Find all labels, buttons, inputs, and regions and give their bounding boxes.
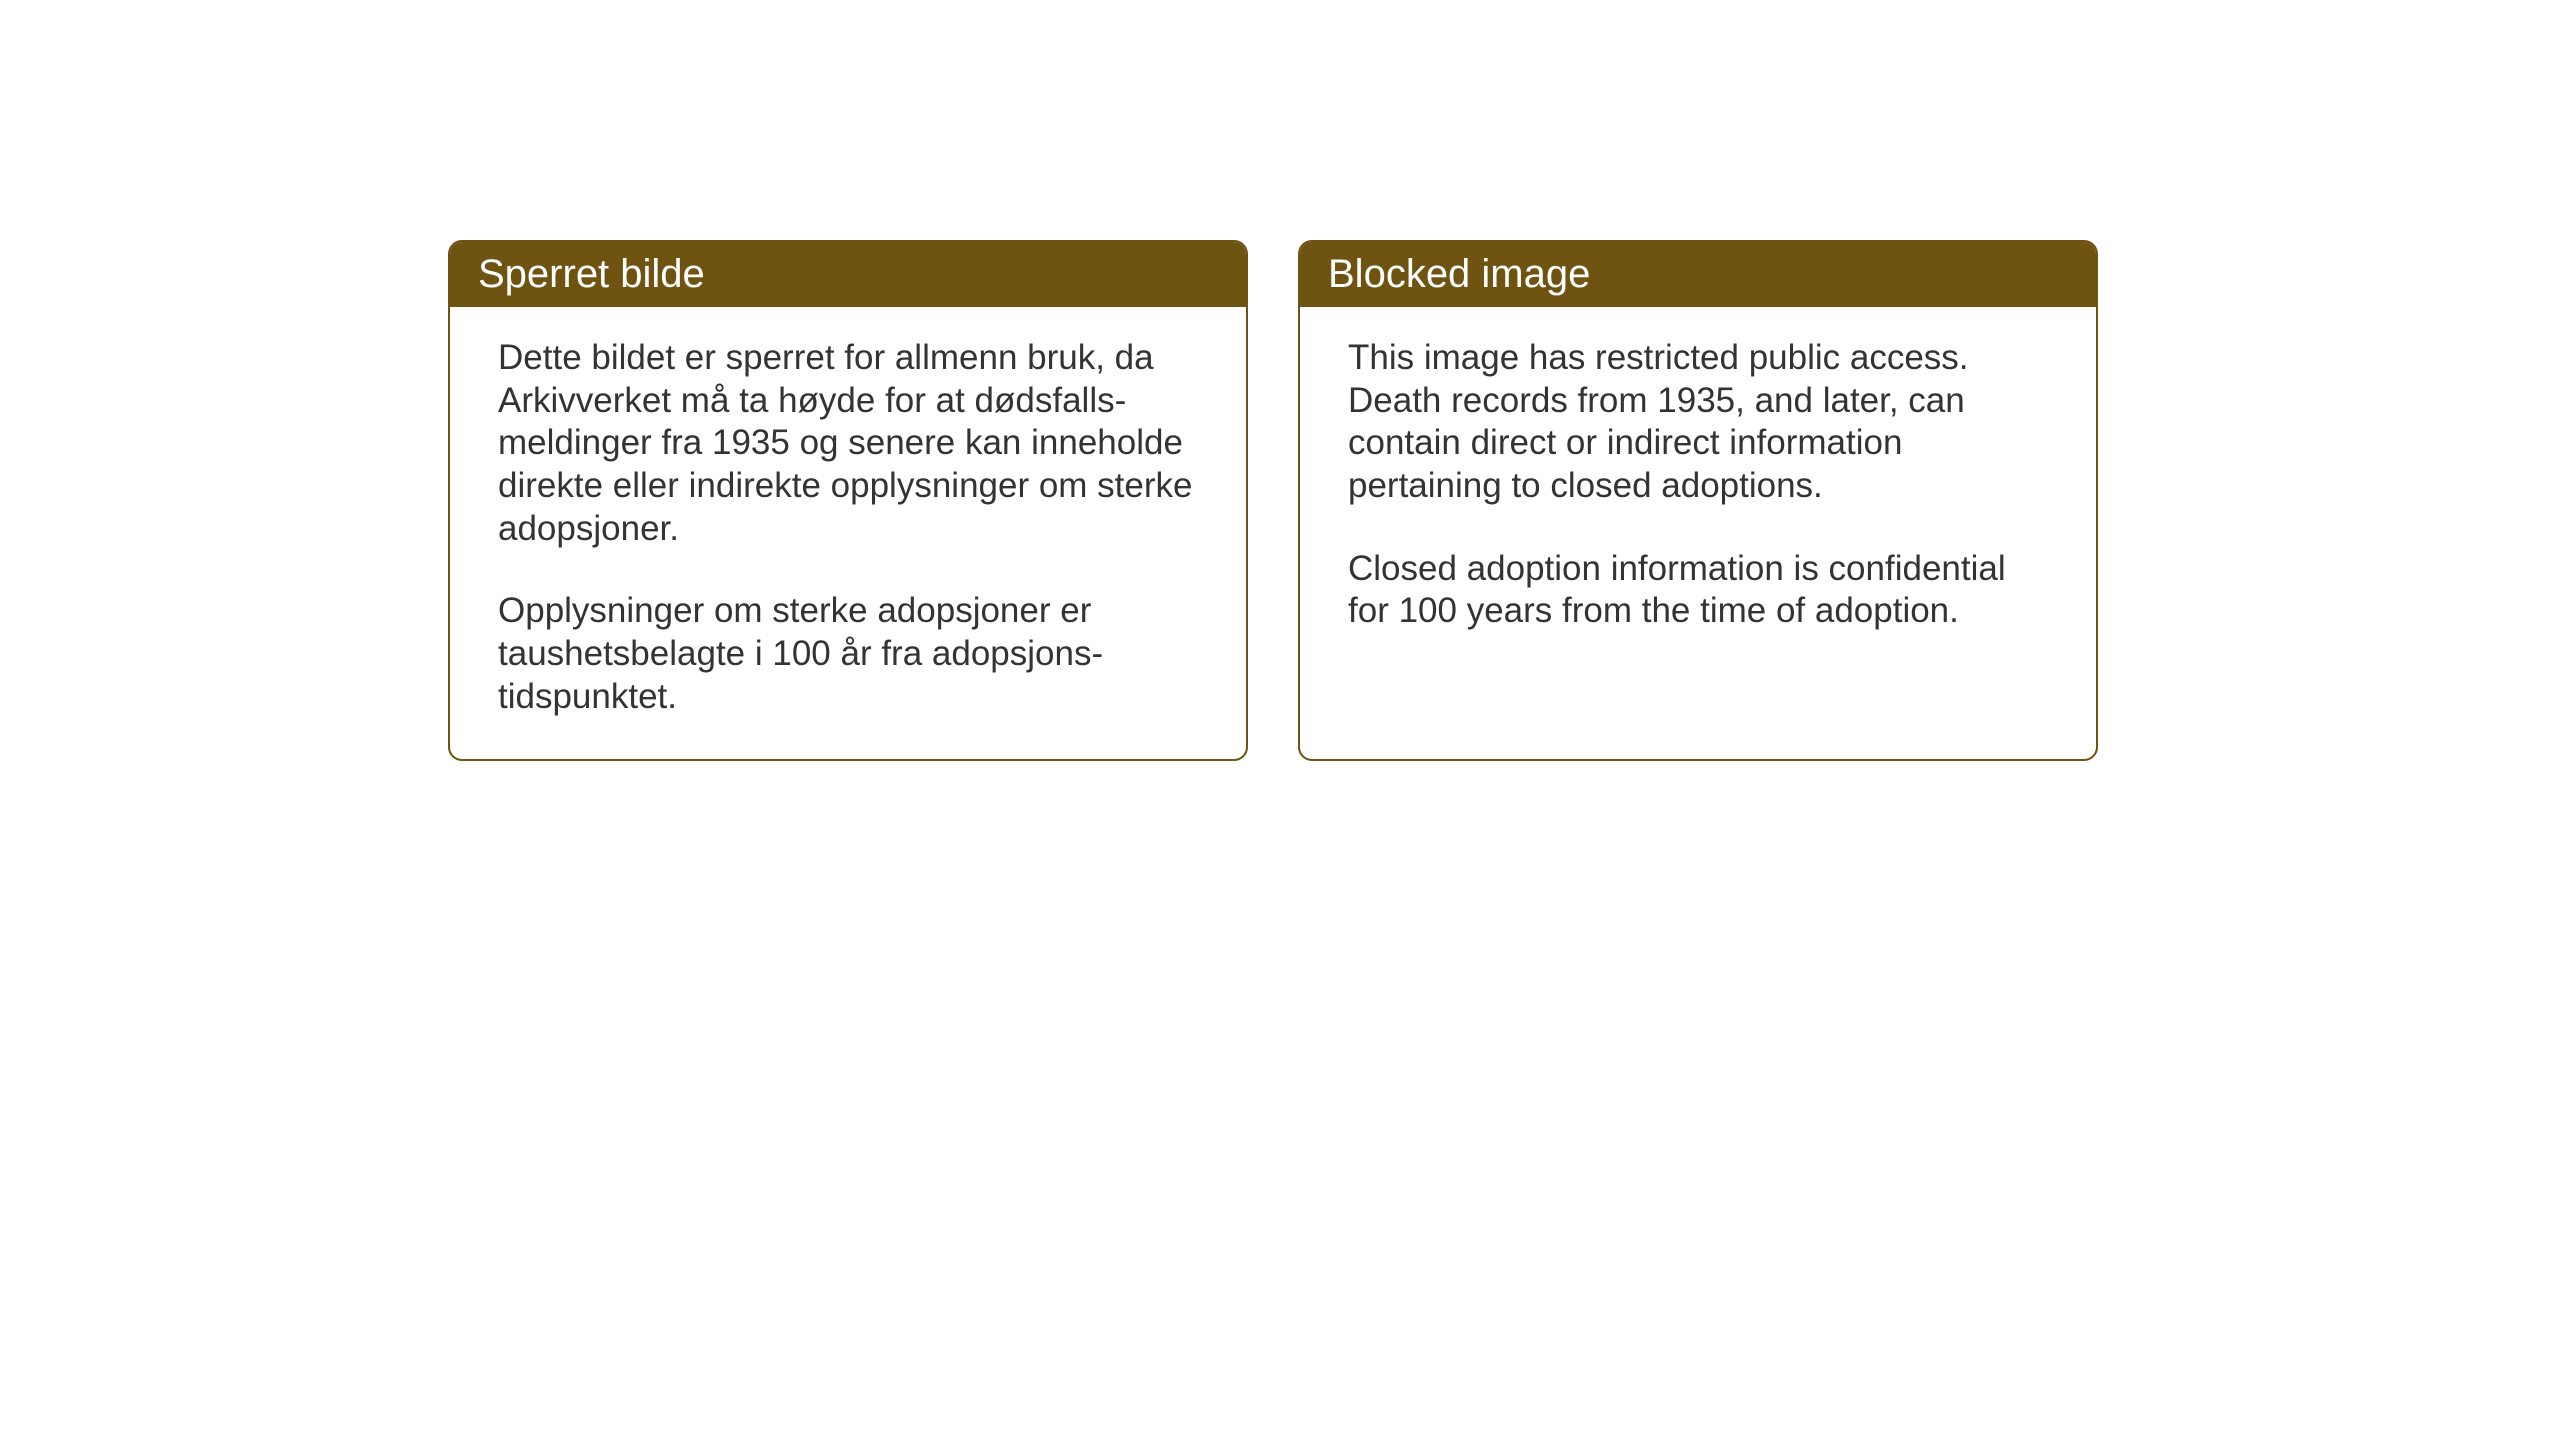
card-paragraph: This image has restricted public access.…	[1348, 337, 2048, 508]
card-title: Sperret bilde	[478, 252, 705, 296]
card-paragraph: Opplysninger om sterke adopsjoner er tau…	[498, 590, 1198, 718]
card-paragraph: Dette bildet er sperret for allmenn bruk…	[498, 337, 1198, 550]
card-header-norwegian: Sperret bilde	[450, 242, 1246, 307]
card-norwegian: Sperret bilde Dette bildet er sperret fo…	[448, 240, 1248, 761]
cards-container: Sperret bilde Dette bildet er sperret fo…	[448, 240, 2098, 761]
card-header-english: Blocked image	[1300, 242, 2096, 307]
card-paragraph: Closed adoption information is confident…	[1348, 548, 2048, 633]
card-body-norwegian: Dette bildet er sperret for allmenn bruk…	[450, 307, 1246, 759]
card-english: Blocked image This image has restricted …	[1298, 240, 2098, 761]
card-title: Blocked image	[1328, 252, 1590, 296]
card-body-english: This image has restricted public access.…	[1300, 307, 2096, 737]
